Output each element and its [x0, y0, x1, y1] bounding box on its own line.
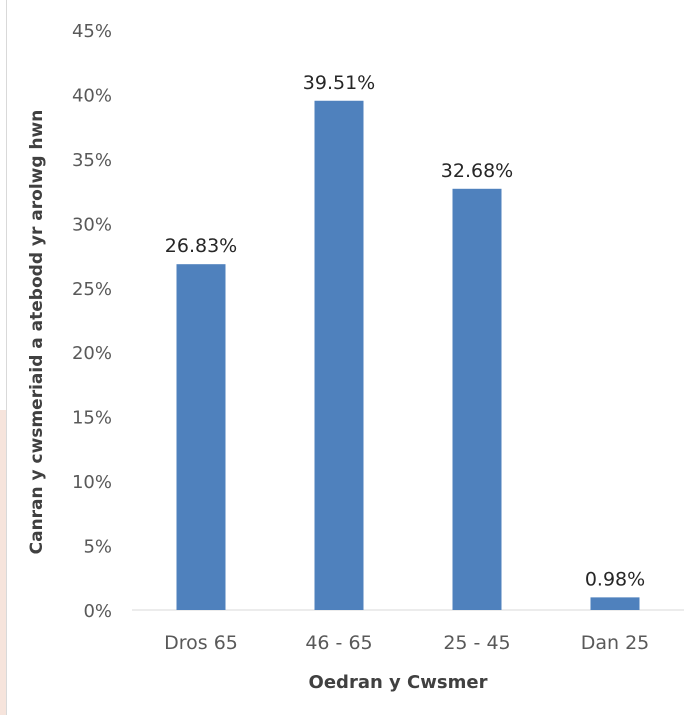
frame-border	[6, 0, 7, 715]
bar-value-label: 39.51%	[303, 72, 375, 94]
y-tick-label: 10%	[72, 472, 112, 493]
y-tick-label: 20%	[72, 343, 112, 364]
x-tick-label: Dan 25	[581, 632, 650, 654]
bar	[452, 188, 502, 610]
y-tick-label: 40%	[72, 85, 112, 106]
x-tick-label: Dros 65	[164, 632, 238, 654]
y-tick-label: 5%	[83, 537, 112, 558]
x-axis-label: Oedran y Cwsmer	[309, 672, 488, 693]
y-axis-ticks: 0% 5% 10% 15% 20% 25% 30% 35% 40% 45%	[72, 21, 112, 622]
left-accent-strip	[0, 410, 6, 715]
value-labels: 26.83% 39.51% 32.68% 0.98%	[165, 72, 645, 591]
y-tick-label: 45%	[72, 21, 112, 42]
x-tick-label: 25 - 45	[443, 632, 510, 654]
y-tick-label: 25%	[72, 279, 112, 300]
y-tick-label: 35%	[72, 150, 112, 171]
y-axis-label: Canran y cwsmeriaid a atebodd yr arolwg …	[27, 110, 47, 555]
x-tick-label: 46 - 65	[305, 632, 372, 654]
bar-value-label: 0.98%	[585, 568, 645, 590]
y-tick-label: 15%	[72, 408, 112, 429]
bar	[176, 264, 226, 610]
bar-value-label: 32.68%	[441, 160, 513, 182]
x-axis-ticks: Dros 65 46 - 65 25 - 45 Dan 25	[164, 632, 649, 654]
bar-value-label: 26.83%	[165, 235, 237, 257]
y-tick-label: 30%	[72, 214, 112, 235]
bars	[176, 100, 640, 610]
bar	[590, 597, 640, 610]
y-tick-label: 0%	[83, 601, 112, 622]
bar	[314, 100, 364, 610]
